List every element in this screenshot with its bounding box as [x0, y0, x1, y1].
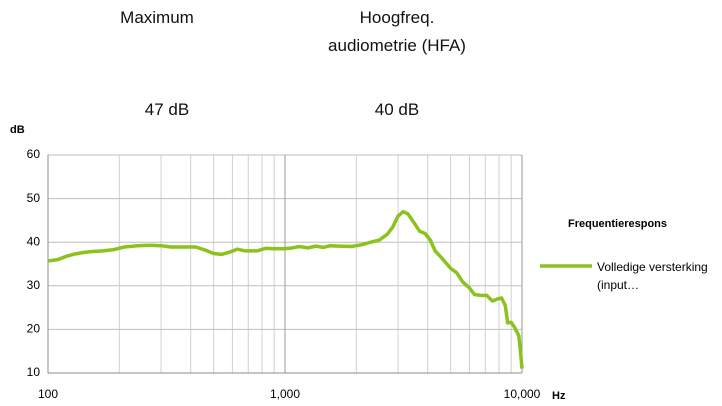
x-tick-label: 100 — [38, 387, 58, 401]
header-value: 40 dB — [374, 100, 420, 119]
y-tick-label: 10 — [27, 365, 41, 379]
header-title: Maximum — [120, 8, 194, 27]
y-tick-label: 60 — [27, 147, 41, 161]
y-tick-label: 40 — [27, 234, 41, 248]
legend-title: Frequentierespons — [568, 218, 667, 230]
y-tick-label: 30 — [27, 278, 41, 292]
y-tick-label: 50 — [27, 191, 41, 205]
x-tick-label: 10,000 — [504, 387, 541, 401]
header-value: 47 dB — [144, 100, 190, 119]
header-title: Hoogfreq. audiometrie (HFA) — [328, 8, 466, 55]
y-tick-label: 20 — [27, 322, 41, 336]
x-tick-label: 1,000 — [270, 387, 300, 401]
legend-label: Volledige versterking (input… — [597, 260, 708, 292]
data-line — [47, 209, 524, 369]
x-axis-label: Hz — [552, 390, 566, 402]
y-axis-label: dB — [10, 124, 25, 136]
